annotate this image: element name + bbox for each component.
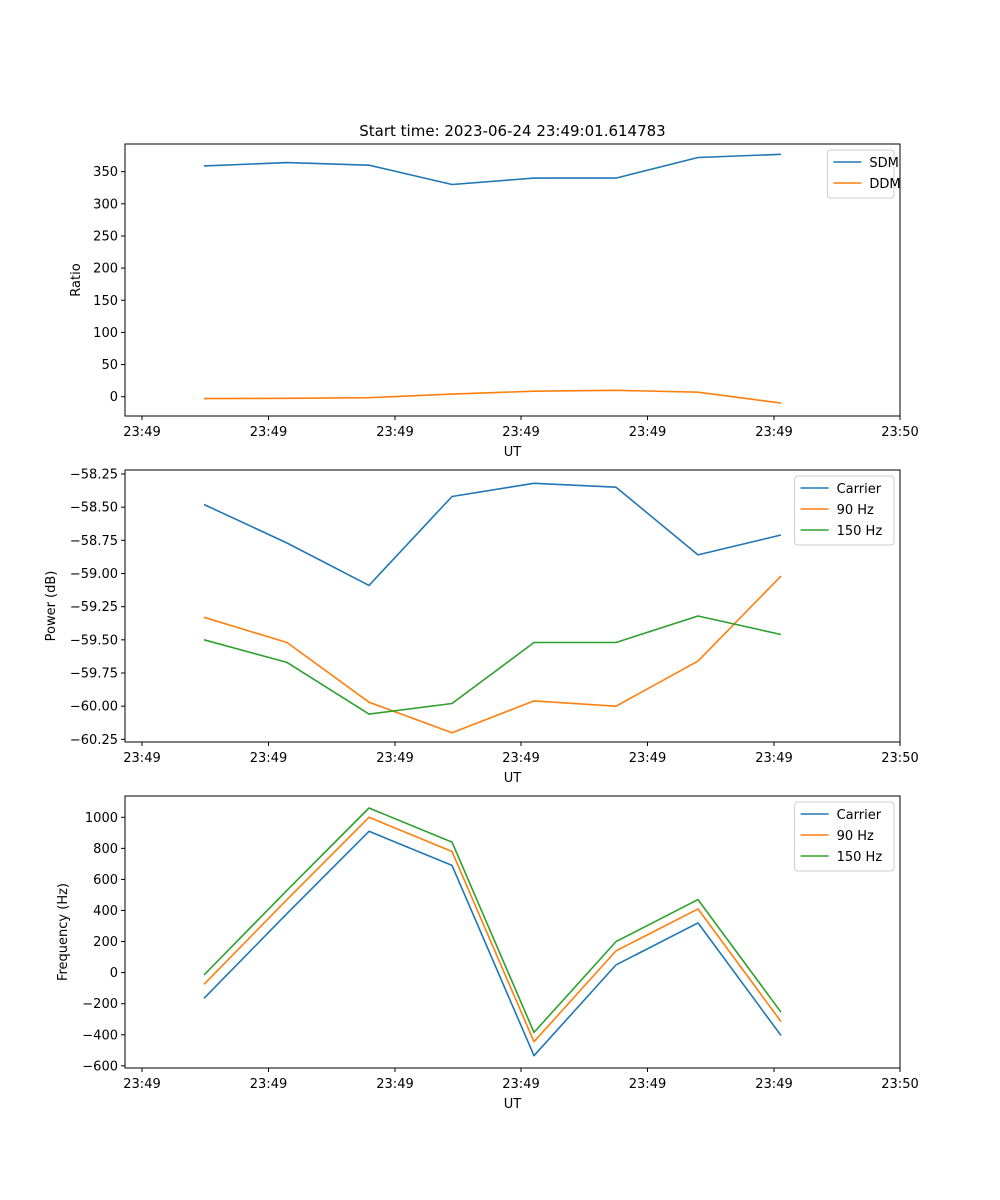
y-tick-label: −600 [82, 1059, 118, 1074]
x-tick-label: 23:49 [502, 425, 539, 440]
x-tick-label: 23:49 [123, 751, 160, 766]
legend-label: DDM [869, 177, 900, 192]
y-tick-label: −60.00 [70, 700, 118, 715]
x-tick-label: 23:49 [502, 1077, 539, 1092]
plot-frame [124, 795, 901, 1069]
legend-label: 90 Hz [837, 503, 874, 518]
x-tick-label: 23:49 [376, 751, 413, 766]
y-tick-label: 200 [93, 935, 118, 950]
series-line-carrier [203, 482, 782, 587]
frequency-panel: Frequency (Hz) UT −600 −400 −200 0 200 400 600… [56, 795, 919, 1112]
x-axis-label: UT [504, 445, 522, 460]
x-tick-label: 23:49 [123, 1077, 160, 1092]
x-tick-label: 23:50 [881, 1077, 918, 1092]
legend-label: SDM [869, 156, 898, 171]
ratio-panel: Start time: 2023-06-24 23:49:01.614783 R… [69, 122, 919, 460]
x-tick-label: 23:49 [376, 1077, 413, 1092]
y-tick-label: 150 [93, 294, 118, 309]
x-tick-label: 23:49 [502, 751, 539, 766]
series-line-90-hz [203, 575, 782, 734]
x-tick-label: 23:49 [250, 1077, 287, 1092]
legend: SDM DDM [826, 149, 901, 199]
legend-label: Carrier [837, 482, 882, 497]
x-tick-label: 23:50 [881, 751, 918, 766]
y-tick-label: 0 [110, 390, 118, 405]
y-tick-label: −59.00 [70, 567, 118, 582]
y-tick-label: 250 [93, 229, 118, 244]
legend-label: 90 Hz [837, 829, 874, 844]
x-tick-label: 23:49 [629, 751, 666, 766]
y-tick-label: 0 [110, 966, 118, 981]
x-tick-label: 23:49 [755, 425, 792, 440]
y-tick-label: −59.50 [70, 633, 118, 648]
series-line-carrier [203, 830, 782, 1057]
legend: Carrier 90 Hz 150 Hz [794, 801, 895, 872]
legend-label: 150 Hz [837, 524, 883, 539]
y-tick-label: −58.25 [70, 467, 118, 482]
legend-box [794, 475, 895, 546]
y-axis-label: Power (dB) [44, 571, 59, 642]
x-axis-label: UT [504, 1097, 522, 1112]
y-tick-label: −59.75 [70, 667, 118, 682]
y-axis-label: Ratio [69, 263, 84, 296]
y-tick-label: −200 [82, 997, 118, 1012]
x-tick-label: 23:49 [250, 425, 287, 440]
x-tick-label: 23:49 [629, 425, 666, 440]
y-tick-label: 400 [93, 904, 118, 919]
series-line-sdm [203, 153, 782, 186]
x-tick-label: 23:49 [629, 1077, 666, 1092]
y-tick-label: 50 [101, 358, 118, 373]
x-tick-label: 23:49 [250, 751, 287, 766]
chart-title: Start time: 2023-06-24 23:49:01.614783 [359, 122, 665, 140]
y-tick-label: 1000 [85, 811, 118, 826]
series-line-ddm [203, 389, 782, 404]
y-tick-label: −59.25 [70, 600, 118, 615]
plot-frame [124, 143, 901, 417]
y-tick-label: −60.25 [70, 733, 118, 748]
legend: Carrier 90 Hz 150 Hz [794, 475, 895, 546]
y-tick-label: 100 [93, 326, 118, 341]
y-tick-label: 300 [93, 197, 118, 212]
series-line-90-hz [203, 816, 782, 1043]
y-tick-label: 350 [93, 165, 118, 180]
y-tick-label: −58.75 [70, 534, 118, 549]
y-tick-label: 600 [93, 873, 118, 888]
legend-label: Carrier [837, 808, 882, 823]
series-line-150-hz [203, 807, 782, 1034]
y-tick-label: 800 [93, 842, 118, 857]
x-tick-label: 23:49 [755, 1077, 792, 1092]
y-tick-label: 200 [93, 262, 118, 277]
x-tick-label: 23:49 [123, 425, 160, 440]
y-tick-label: −58.50 [70, 501, 118, 516]
y-axis-label: Frequency (Hz) [56, 883, 71, 981]
x-tick-label: 23:49 [376, 425, 413, 440]
y-tick-label: −400 [82, 1028, 118, 1043]
x-tick-label: 23:49 [755, 751, 792, 766]
plot-frame [124, 469, 901, 743]
x-axis-label: UT [504, 771, 522, 786]
legend-box [794, 801, 895, 872]
power-panel: Power (dB) UT −60.25 −60.00 −59.75 −59.50 −5… [44, 467, 919, 786]
legend-label: 150 Hz [837, 850, 883, 865]
series-line-150-hz [203, 615, 782, 715]
x-tick-label: 23:50 [881, 425, 918, 440]
